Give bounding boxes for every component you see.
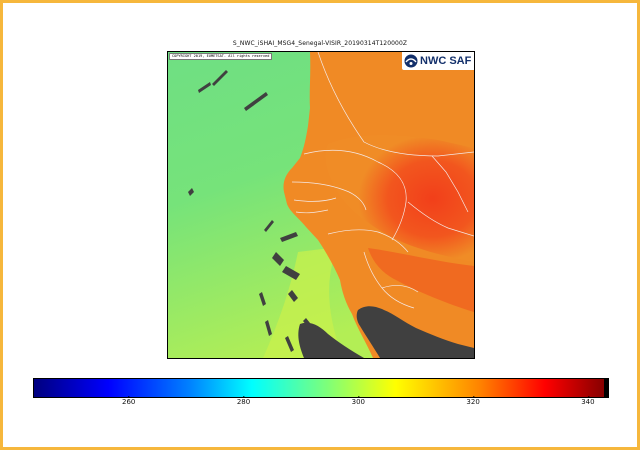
nwcsaf-logo: NWC SAF xyxy=(402,52,474,70)
colorbar-tick-260: 260 xyxy=(122,396,136,406)
map-canvas xyxy=(168,52,474,358)
hot-region xyxy=(325,135,474,262)
hot-region-south xyxy=(368,248,474,312)
colorbar xyxy=(33,378,609,398)
masked-south-region xyxy=(356,306,474,358)
masked-streaks xyxy=(188,70,338,358)
colorbar-tick-340: 340 xyxy=(581,396,595,406)
masked-coastal-patch xyxy=(298,322,364,358)
colorbar-tick-280: 280 xyxy=(236,396,251,406)
copyright-notice: COPYRIGHT 2019, EUMETSAT. All rights res… xyxy=(169,53,273,60)
colorbar-max-cap xyxy=(604,379,608,397)
satellite-map[interactable]: COPYRIGHT 2019, EUMETSAT. All rights res… xyxy=(167,51,475,359)
nwcsaf-logo-icon xyxy=(404,54,418,68)
colorbar-tick-320: 320 xyxy=(466,396,480,406)
colorbar-tick-300: 300 xyxy=(351,396,365,406)
logo-text: NWC SAF xyxy=(420,55,472,67)
country-borders xyxy=(291,52,474,309)
colorbar-ticks: 260 280 300 320 340 xyxy=(0,396,640,412)
map-title: S_NWC_iSHAI_MSG4_Senegal-VISIR_20190314T… xyxy=(232,40,408,47)
